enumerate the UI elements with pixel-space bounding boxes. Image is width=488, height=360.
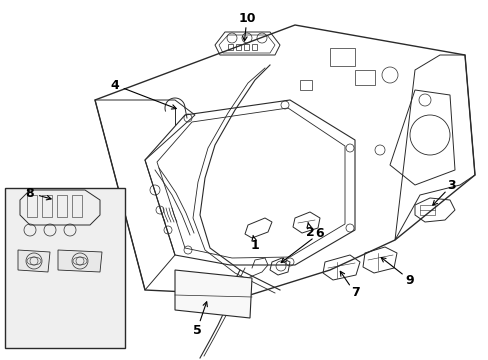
Bar [329,48,354,66]
Bar [27,195,37,217]
Bar [299,80,311,90]
Text: 9: 9 [405,274,413,287]
Text: 5: 5 [192,324,201,337]
Polygon shape [18,250,50,272]
Bar [244,44,248,50]
Text: 10: 10 [238,12,255,24]
Text: 6: 6 [315,226,324,239]
Bar [354,70,374,85]
Polygon shape [175,270,251,318]
Text: 4: 4 [110,78,119,91]
Bar [419,205,434,215]
Text: 8: 8 [26,186,34,199]
Bar [57,195,67,217]
Polygon shape [58,250,102,272]
Text: 3: 3 [447,179,455,192]
Bar [236,44,241,50]
Bar [5,188,125,348]
Bar [251,44,257,50]
Text: 1: 1 [250,239,259,252]
Bar [42,195,52,217]
Text: 2: 2 [305,225,314,239]
Bar [72,195,82,217]
Text: 7: 7 [350,287,359,300]
Bar [227,44,232,50]
